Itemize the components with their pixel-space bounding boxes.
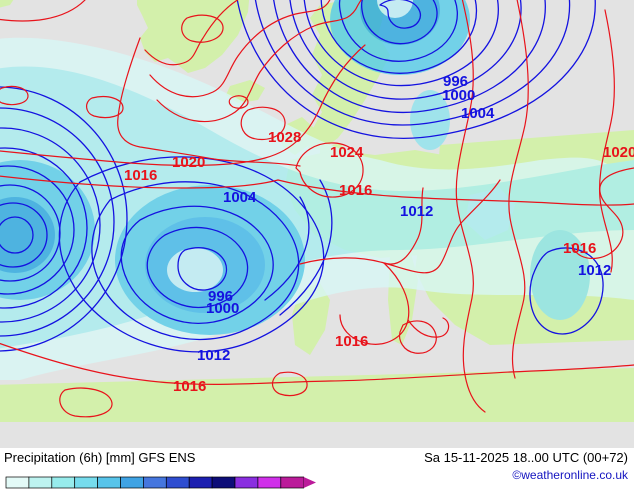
svg-text:1012: 1012 bbox=[400, 203, 433, 220]
svg-text:1016: 1016 bbox=[335, 333, 368, 350]
svg-text:1016: 1016 bbox=[339, 182, 372, 199]
svg-text:1020: 1020 bbox=[172, 154, 205, 171]
svg-text:1012: 1012 bbox=[578, 262, 611, 279]
svg-text:1028: 1028 bbox=[268, 129, 301, 146]
svg-text:1016: 1016 bbox=[124, 167, 157, 184]
svg-text:1020: 1020 bbox=[603, 144, 634, 161]
svg-text:1012: 1012 bbox=[197, 347, 230, 364]
svg-text:1000: 1000 bbox=[206, 300, 239, 317]
svg-text:1000: 1000 bbox=[442, 87, 475, 104]
svg-text:1004: 1004 bbox=[461, 105, 495, 122]
svg-text:1016: 1016 bbox=[563, 240, 596, 257]
svg-text:1016: 1016 bbox=[173, 378, 206, 395]
svg-text:1004: 1004 bbox=[223, 189, 257, 206]
svg-text:1024: 1024 bbox=[330, 144, 364, 161]
